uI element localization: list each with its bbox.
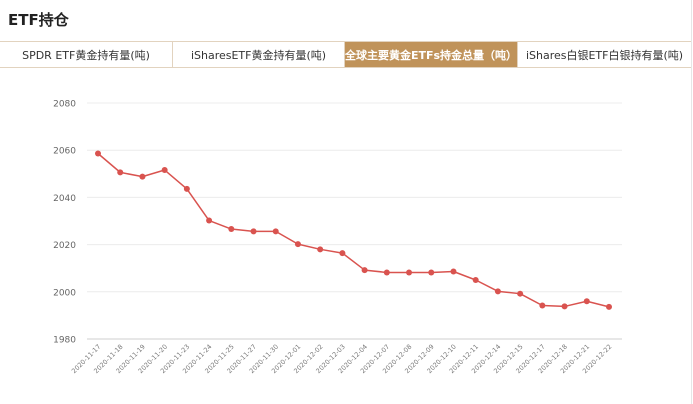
data-point bbox=[472, 277, 479, 283]
series-line bbox=[97, 152, 610, 308]
data-point bbox=[228, 226, 235, 233]
y-tick-label: 2040 bbox=[53, 194, 76, 204]
y-tick-label: 2000 bbox=[53, 288, 76, 298]
tab-ishares-silver[interactable]: iShares白银ETF白银持有量(吨) bbox=[525, 48, 684, 62]
data-point bbox=[539, 302, 546, 309]
data-point bbox=[317, 246, 324, 253]
data-point bbox=[383, 269, 390, 276]
page-title: ETF持仓 bbox=[8, 11, 69, 29]
y-tick-label: 1980 bbox=[53, 336, 76, 346]
data-point bbox=[161, 167, 168, 174]
data-point bbox=[561, 303, 568, 310]
data-point bbox=[272, 228, 279, 235]
y-tick-label: 2080 bbox=[53, 100, 76, 110]
tab-spdr-gold[interactable]: SPDR ETF黄金持有量(吨) bbox=[0, 42, 173, 67]
y-tick-label: 2020 bbox=[53, 241, 76, 251]
data-point bbox=[294, 241, 301, 248]
data-point bbox=[606, 303, 612, 310]
y-tick-label: 2060 bbox=[53, 147, 76, 157]
data-point bbox=[428, 269, 435, 276]
data-point bbox=[583, 298, 590, 305]
data-point bbox=[517, 290, 524, 297]
data-point bbox=[361, 267, 368, 274]
data-point bbox=[494, 288, 501, 295]
data-point bbox=[183, 185, 190, 192]
data-point bbox=[339, 250, 346, 257]
data-point bbox=[250, 228, 257, 235]
tab-ishares-gold[interactable]: iSharesETF黄金持有量(吨) bbox=[173, 42, 345, 67]
data-point bbox=[139, 173, 146, 180]
data-point bbox=[95, 150, 101, 157]
data-point bbox=[206, 217, 213, 224]
chart-container: 1980 2000 2020 2040 2060 2080 2020-11-17 2020-1… bbox=[0, 70, 693, 404]
right-border bbox=[691, 0, 692, 404]
tab-global-gold-etfs[interactable]: 全球主要黄金ETFs持金总量（吨） bbox=[345, 42, 518, 67]
data-point bbox=[117, 169, 124, 176]
line-chart: 1980200020202040206020802020-11-172020-1… bbox=[53, 100, 622, 375]
data-point bbox=[450, 268, 457, 275]
data-point bbox=[406, 269, 413, 276]
tab-bar: SPDR ETF黄金持有量(吨) iSharesETF黄金持有量(吨) 全球主要… bbox=[0, 41, 691, 68]
